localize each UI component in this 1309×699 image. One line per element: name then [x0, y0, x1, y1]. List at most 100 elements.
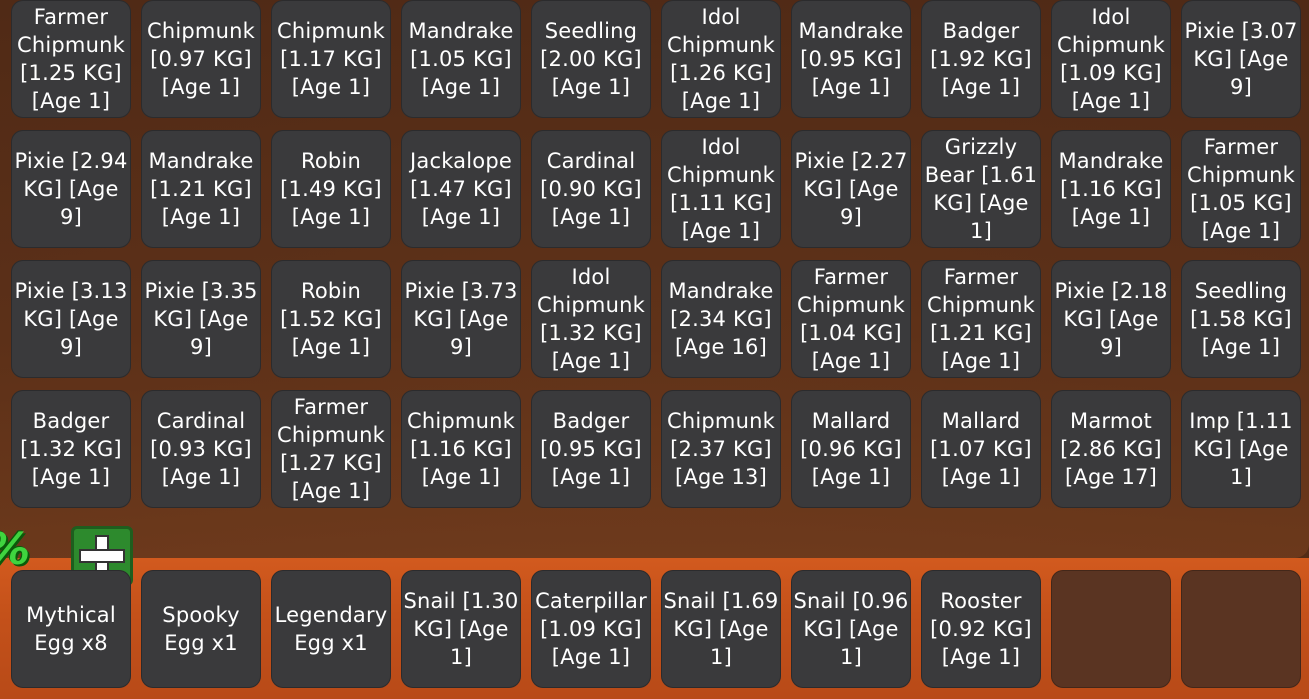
backpack-slot-label: Cardinal [0.90 KG] [Age 1] [540, 149, 642, 229]
backpack-slot-label: Seedling [2.00 KG] [Age 1] [540, 19, 642, 99]
hotbar-slot-label: Snail [1.69 KG] [Age 1] [663, 589, 779, 669]
backpack-slot[interactable]: Mandrake [1.21 KG] [Age 1] [141, 130, 261, 248]
backpack-slot[interactable]: Grizzly Bear [1.61 KG] [Age 1] [921, 130, 1041, 248]
backpack-slot-label: Idol Chipmunk [1.26 KG] [Age 1] [667, 5, 775, 113]
backpack-slot-label: Farmer Chipmunk [1.25 KG] [Age 1] [17, 5, 125, 113]
backpack-slot[interactable]: Mandrake [0.95 KG] [Age 1] [791, 0, 911, 118]
backpack-slot-label: Mallard [1.07 KG] [Age 1] [930, 409, 1032, 489]
backpack-slot[interactable]: Farmer Chipmunk [1.27 KG] [Age 1] [271, 390, 391, 508]
backpack-slot-label: Farmer Chipmunk [1.04 KG] [Age 1] [797, 265, 905, 373]
backpack-slot-label: Pixie [2.18 KG] [Age 9] [1054, 279, 1168, 359]
backpack-slot[interactable]: Mandrake [2.34 KG] [Age 16] [661, 260, 781, 378]
backpack-slot[interactable]: Robin [1.52 KG] [Age 1] [271, 260, 391, 378]
backpack-slot[interactable]: Chipmunk [2.37 KG] [Age 13] [661, 390, 781, 508]
backpack-slot[interactable]: Mallard [0.96 KG] [Age 1] [791, 390, 911, 508]
hotbar-slot[interactable]: Snail [1.30 KG] [Age 1] [401, 570, 521, 688]
backpack-slot[interactable]: Robin [1.49 KG] [Age 1] [271, 130, 391, 248]
hotbar-slot-label: Spooky Egg x1 [162, 603, 240, 655]
backpack-slot-label: Mallard [0.96 KG] [Age 1] [800, 409, 902, 489]
backpack-slot[interactable]: Seedling [1.58 KG] [Age 1] [1181, 260, 1301, 378]
backpack-slot-label: Jackalope [1.47 KG] [Age 1] [409, 149, 512, 229]
backpack-slot-label: Pixie [3.13 KG] [Age 9] [14, 279, 128, 359]
backpack-slot[interactable]: Idol Chipmunk [1.09 KG] [Age 1] [1051, 0, 1171, 118]
hotbar-slot[interactable]: Caterpillar [1.09 KG] [Age 1] [531, 570, 651, 688]
backpack-slot-label: Chipmunk [0.97 KG] [Age 1] [147, 19, 255, 99]
hotbar-slot[interactable]: Snail [0.96 KG] [Age 1] [791, 570, 911, 688]
hotbar-percent-indicator: % [0, 525, 60, 575]
backpack-slot-label: Robin [1.49 KG] [Age 1] [280, 149, 382, 229]
backpack-slot-label: Farmer Chipmunk [1.27 KG] [Age 1] [277, 395, 385, 503]
backpack-slot[interactable]: Farmer Chipmunk [1.21 KG] [Age 1] [921, 260, 1041, 378]
hotbar-slot[interactable]: Snail [1.69 KG] [Age 1] [661, 570, 781, 688]
hotbar-slot-label: Caterpillar [1.09 KG] [Age 1] [535, 589, 647, 669]
backpack-slot-label: Robin [1.52 KG] [Age 1] [280, 279, 382, 359]
hotbar-slot-empty[interactable] [1051, 570, 1171, 688]
backpack-slot-label: Farmer Chipmunk [1.05 KG] [Age 1] [1187, 135, 1295, 243]
backpack-slot-label: Chipmunk [2.37 KG] [Age 13] [667, 409, 775, 489]
backpack-slot[interactable]: Cardinal [0.90 KG] [Age 1] [531, 130, 651, 248]
backpack-slot[interactable]: Idol Chipmunk [1.11 KG] [Age 1] [661, 130, 781, 248]
backpack-slot[interactable]: Pixie [2.27 KG] [Age 9] [791, 130, 911, 248]
hotbar-slot-empty[interactable] [1181, 570, 1301, 688]
backpack-slot-label: Pixie [2.94 KG] [Age 9] [14, 149, 128, 229]
hotbar-slot[interactable]: Mythical Egg x8 [11, 570, 131, 688]
backpack-slot[interactable]: Farmer Chipmunk [1.05 KG] [Age 1] [1181, 130, 1301, 248]
backpack-slot-label: Chipmunk [1.16 KG] [Age 1] [407, 409, 515, 489]
backpack-slot[interactable]: Imp [1.11 KG] [Age 1] [1181, 390, 1301, 508]
backpack-slot-label: Idol Chipmunk [1.09 KG] [Age 1] [1057, 5, 1165, 113]
backpack-slot-label: Grizzly Bear [1.61 KG] [Age 1] [924, 135, 1038, 243]
hotbar-slot[interactable]: Legendary Egg x1 [271, 570, 391, 688]
backpack-slot[interactable]: Idol Chipmunk [1.26 KG] [Age 1] [661, 0, 781, 118]
backpack-slot[interactable]: Pixie [3.35 KG] [Age 9] [141, 260, 261, 378]
backpack-slot[interactable]: Seedling [2.00 KG] [Age 1] [531, 0, 651, 118]
backpack-slot[interactable]: Mandrake [1.16 KG] [Age 1] [1051, 130, 1171, 248]
backpack-slot[interactable]: Mandrake [1.05 KG] [Age 1] [401, 0, 521, 118]
backpack-slot-label: Pixie [3.35 KG] [Age 9] [144, 279, 258, 359]
backpack-slot[interactable]: Jackalope [1.47 KG] [Age 1] [401, 130, 521, 248]
backpack-slot[interactable]: Pixie [3.07 KG] [Age 9] [1181, 0, 1301, 118]
backpack-slot-label: Farmer Chipmunk [1.21 KG] [Age 1] [927, 265, 1035, 373]
backpack-slot-label: Imp [1.11 KG] [Age 1] [1189, 409, 1293, 489]
backpack-slot-label: Marmot [2.86 KG] [Age 17] [1060, 409, 1162, 489]
backpack-slot[interactable]: Cardinal [0.93 KG] [Age 1] [141, 390, 261, 508]
hotbar-slot[interactable]: Spooky Egg x1 [141, 570, 261, 688]
backpack-slot[interactable]: Mallard [1.07 KG] [Age 1] [921, 390, 1041, 508]
backpack-slot-label: Mandrake [1.05 KG] [Age 1] [408, 19, 514, 99]
backpack-slot-label: Badger [1.32 KG] [Age 1] [20, 409, 122, 489]
backpack-slot-label: Pixie [3.07 KG] [Age 9] [1184, 19, 1298, 99]
hotbar-slot[interactable]: Rooster [0.92 KG] [Age 1] [921, 570, 1041, 688]
backpack-slot-label: Idol Chipmunk [1.32 KG] [Age 1] [537, 265, 645, 373]
backpack-slot-label: Mandrake [0.95 KG] [Age 1] [798, 19, 904, 99]
backpack-slot[interactable]: Chipmunk [1.17 KG] [Age 1] [271, 0, 391, 118]
backpack-slot-label: Idol Chipmunk [1.11 KG] [Age 1] [667, 135, 775, 243]
backpack-slot[interactable]: Badger [1.92 KG] [Age 1] [921, 0, 1041, 118]
backpack-slot[interactable]: Idol Chipmunk [1.32 KG] [Age 1] [531, 260, 651, 378]
backpack-slot-label: Mandrake [1.21 KG] [Age 1] [148, 149, 254, 229]
backpack-slot[interactable]: Pixie [3.13 KG] [Age 9] [11, 260, 131, 378]
backpack-slot[interactable]: Farmer Chipmunk [1.25 KG] [Age 1] [11, 0, 131, 118]
backpack-slot-label: Mandrake [1.16 KG] [Age 1] [1058, 149, 1164, 229]
backpack-slot[interactable]: Pixie [3.73 KG] [Age 9] [401, 260, 521, 378]
hotbar-slot-label: Snail [1.30 KG] [Age 1] [403, 589, 519, 669]
hotbar-slot-label: Rooster [0.92 KG] [Age 1] [930, 589, 1032, 669]
backpack-slot[interactable]: Chipmunk [0.97 KG] [Age 1] [141, 0, 261, 118]
hotbar-slot-label: Legendary Egg x1 [274, 603, 388, 655]
backpack-slot-label: Badger [1.92 KG] [Age 1] [930, 19, 1032, 99]
backpack-slot[interactable]: Farmer Chipmunk [1.04 KG] [Age 1] [791, 260, 911, 378]
backpack-slot-label: Cardinal [0.93 KG] [Age 1] [150, 409, 252, 489]
backpack-slot[interactable]: Chipmunk [1.16 KG] [Age 1] [401, 390, 521, 508]
backpack-slot-label: Seedling [1.58 KG] [Age 1] [1190, 279, 1292, 359]
backpack-slot[interactable]: Pixie [2.18 KG] [Age 9] [1051, 260, 1171, 378]
backpack-slot[interactable]: Pixie [2.94 KG] [Age 9] [11, 130, 131, 248]
backpack-slot[interactable]: Marmot [2.86 KG] [Age 17] [1051, 390, 1171, 508]
backpack-slot[interactable]: Badger [1.32 KG] [Age 1] [11, 390, 131, 508]
backpack-slot[interactable]: Badger [0.95 KG] [Age 1] [531, 390, 651, 508]
backpack-slot-label: Mandrake [2.34 KG] [Age 16] [668, 279, 774, 359]
backpack-slot-label: Pixie [2.27 KG] [Age 9] [794, 149, 908, 229]
hotbar-slot-label: Snail [0.96 KG] [Age 1] [793, 589, 909, 669]
backpack-slot-label: Pixie [3.73 KG] [Age 9] [404, 279, 518, 359]
plus-icon [79, 549, 125, 563]
backpack-slot-label: Chipmunk [1.17 KG] [Age 1] [277, 19, 385, 99]
backpack-slot-label: Badger [0.95 KG] [Age 1] [540, 409, 642, 489]
hotbar-slot-label: Mythical Egg x8 [26, 603, 116, 655]
